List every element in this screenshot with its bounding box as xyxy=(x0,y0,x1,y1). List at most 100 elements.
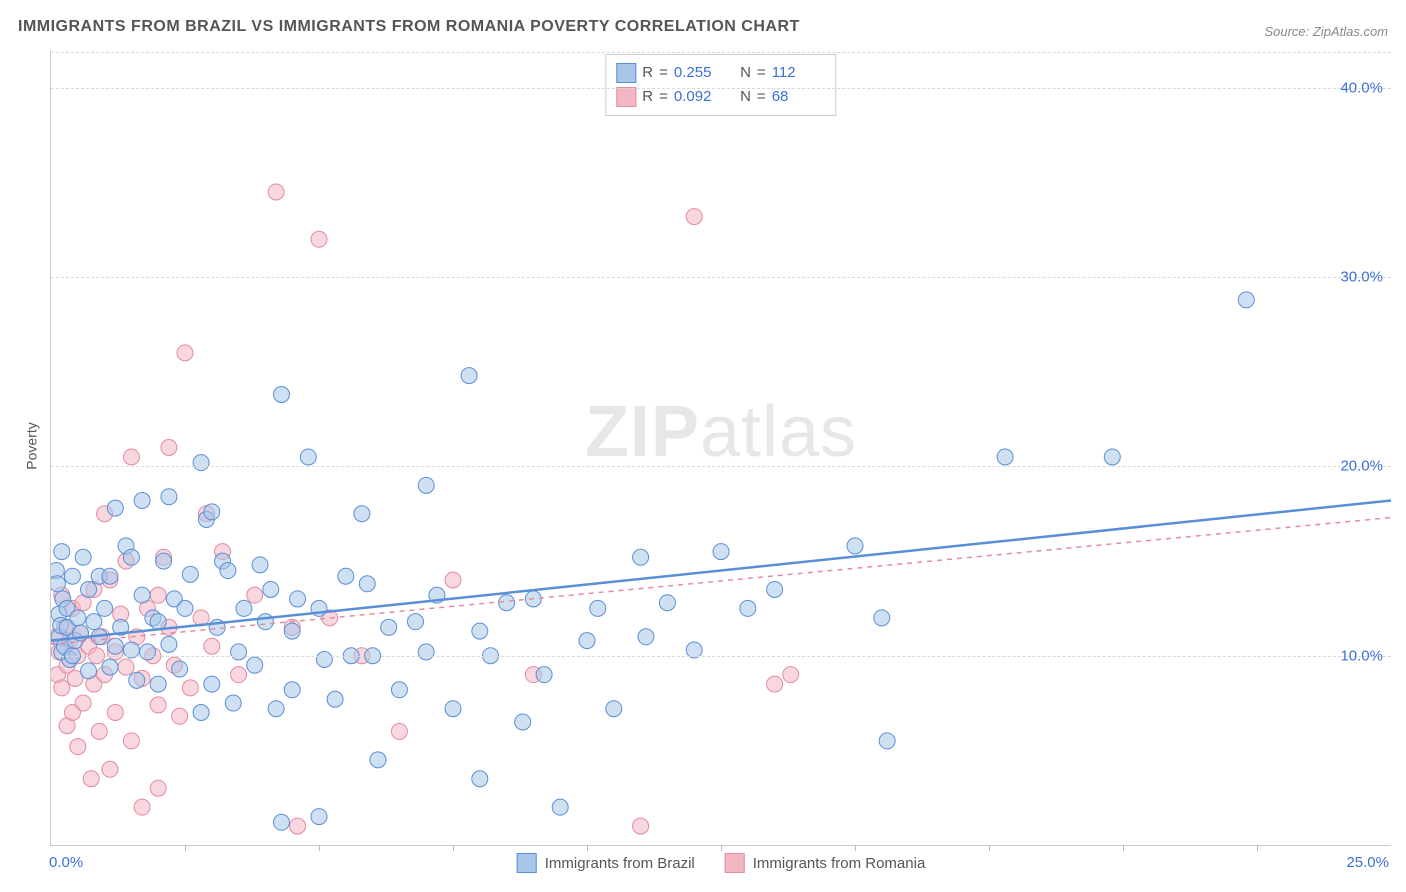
data-point xyxy=(150,780,166,796)
legend-entry-brazil: Immigrants from Brazil xyxy=(517,853,695,873)
legend-label-brazil: Immigrants from Brazil xyxy=(545,855,695,872)
x-tick xyxy=(721,845,722,851)
data-point xyxy=(102,568,118,584)
data-point xyxy=(107,500,123,516)
data-point xyxy=(220,563,236,579)
swatch-romania xyxy=(616,87,636,107)
data-point xyxy=(177,600,193,616)
data-point xyxy=(193,455,209,471)
data-point xyxy=(134,493,150,509)
data-point xyxy=(150,614,166,630)
data-point xyxy=(54,680,70,696)
data-point xyxy=(268,184,284,200)
legend-entry-romania: Immigrants from Romania xyxy=(725,853,926,873)
data-point xyxy=(54,544,70,560)
data-point xyxy=(767,676,783,692)
data-point xyxy=(247,657,263,673)
data-point xyxy=(536,667,552,683)
data-point xyxy=(633,549,649,565)
trend-line xyxy=(51,518,1391,645)
data-point xyxy=(381,619,397,635)
data-point xyxy=(418,477,434,493)
data-point xyxy=(290,818,306,834)
gridline xyxy=(51,277,1391,278)
data-point xyxy=(847,538,863,554)
data-point xyxy=(783,667,799,683)
data-point xyxy=(139,644,155,660)
data-point xyxy=(290,591,306,607)
data-point xyxy=(391,723,407,739)
gridline xyxy=(51,466,1391,467)
data-point xyxy=(182,566,198,582)
y-tick-label: 20.0% xyxy=(1340,458,1383,475)
stats-row-brazil: R = 0.255 N = 112 xyxy=(616,61,821,85)
data-point xyxy=(686,209,702,225)
data-point xyxy=(633,818,649,834)
x-tick xyxy=(855,845,856,851)
data-point xyxy=(418,644,434,660)
data-point xyxy=(445,701,461,717)
gridline xyxy=(51,656,1391,657)
data-point xyxy=(354,506,370,522)
data-point xyxy=(590,600,606,616)
data-point xyxy=(874,610,890,626)
data-point xyxy=(472,771,488,787)
data-point xyxy=(740,600,756,616)
source-attribution: Source: ZipAtlas.com xyxy=(1264,24,1388,39)
data-point xyxy=(81,581,97,597)
data-point xyxy=(172,708,188,724)
data-point xyxy=(193,705,209,721)
data-point xyxy=(70,610,86,626)
data-point xyxy=(515,714,531,730)
data-point xyxy=(263,581,279,597)
data-point xyxy=(134,587,150,603)
x-tick-label-min: 0.0% xyxy=(49,854,83,871)
x-tick xyxy=(319,845,320,851)
data-point xyxy=(150,697,166,713)
data-point xyxy=(102,761,118,777)
data-point xyxy=(86,614,102,630)
data-point xyxy=(284,623,300,639)
data-point xyxy=(997,449,1013,465)
x-tick xyxy=(587,845,588,851)
x-tick xyxy=(453,845,454,851)
data-point xyxy=(102,659,118,675)
gridline xyxy=(51,88,1391,89)
data-point xyxy=(273,387,289,403)
data-point xyxy=(118,659,134,675)
x-tick xyxy=(1123,845,1124,851)
data-point xyxy=(327,691,343,707)
data-point xyxy=(252,557,268,573)
data-point xyxy=(499,595,515,611)
x-tick xyxy=(989,845,990,851)
x-tick xyxy=(185,845,186,851)
data-point xyxy=(156,553,172,569)
legend-swatch-brazil xyxy=(517,853,537,873)
data-point xyxy=(407,614,423,630)
y-tick-label: 10.0% xyxy=(1340,647,1383,664)
data-point xyxy=(1104,449,1120,465)
gridline xyxy=(51,52,1391,53)
trend-line xyxy=(51,501,1391,641)
data-point xyxy=(236,600,252,616)
data-point xyxy=(161,489,177,505)
data-point xyxy=(107,705,123,721)
data-point xyxy=(83,771,99,787)
data-point xyxy=(75,695,91,711)
data-point xyxy=(461,368,477,384)
data-point xyxy=(338,568,354,584)
data-point xyxy=(225,695,241,711)
data-point xyxy=(247,587,263,603)
data-point xyxy=(64,568,80,584)
data-point xyxy=(311,809,327,825)
data-point xyxy=(1238,292,1254,308)
data-point xyxy=(161,440,177,456)
data-point xyxy=(579,633,595,649)
legend-swatch-romania xyxy=(725,853,745,873)
y-tick-label: 40.0% xyxy=(1340,79,1383,96)
data-point xyxy=(268,701,284,717)
data-point xyxy=(879,733,895,749)
data-point xyxy=(107,638,123,654)
data-point xyxy=(638,629,654,645)
data-point xyxy=(70,739,86,755)
